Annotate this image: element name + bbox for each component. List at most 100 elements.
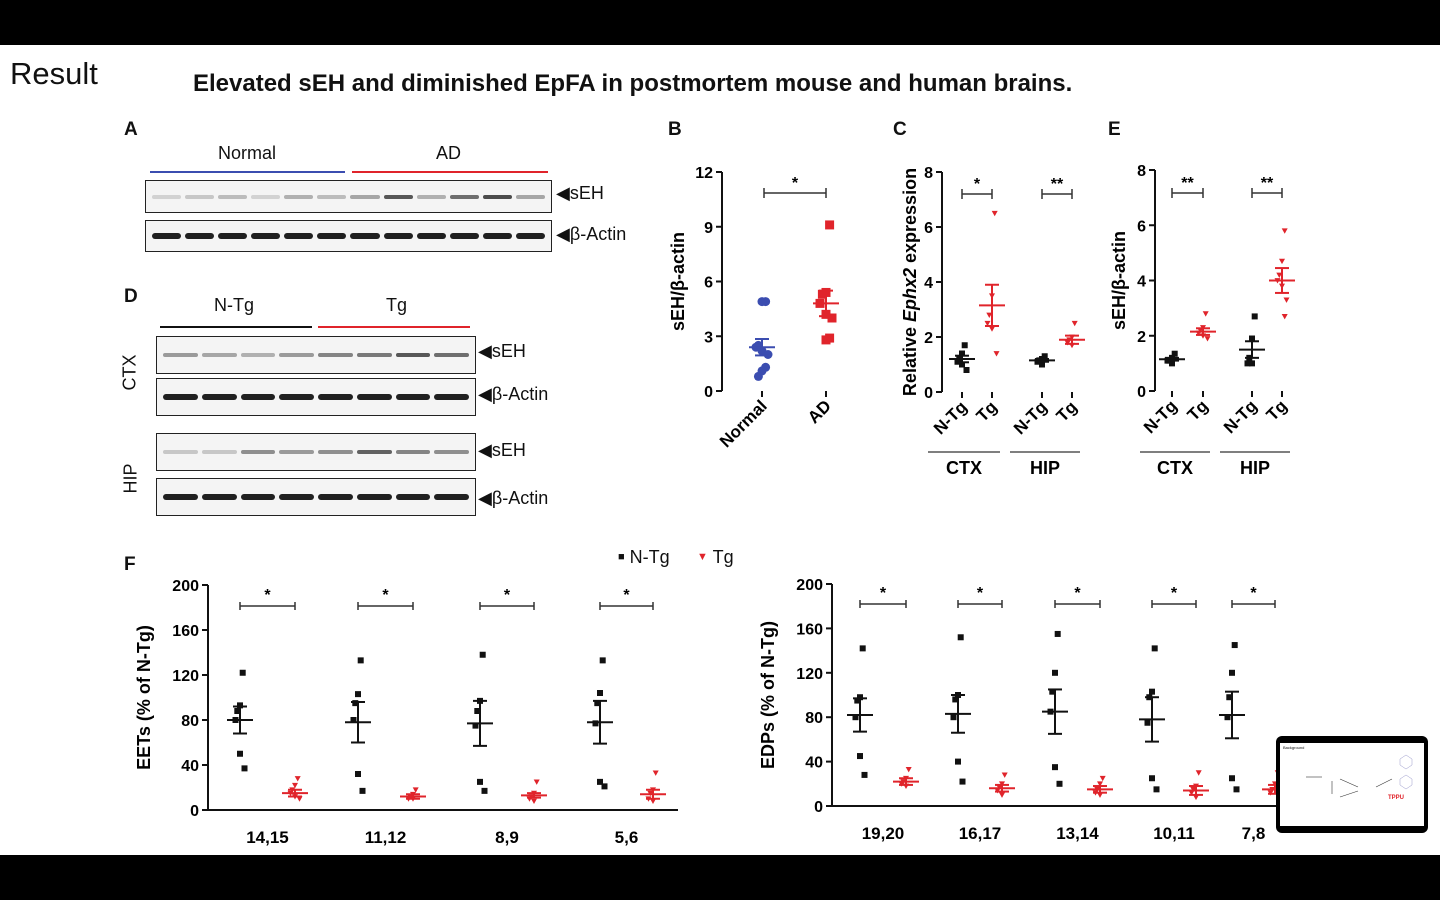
blot-band <box>416 194 446 199</box>
data-point <box>984 320 991 327</box>
significance-mark: * <box>382 587 389 604</box>
data-point <box>1171 350 1178 357</box>
data-point <box>1071 320 1078 327</box>
band-name: sEH <box>491 440 526 460</box>
y-tick-label: 4 <box>924 275 933 292</box>
data-point <box>241 765 248 772</box>
significance-bracket <box>961 189 993 199</box>
data-point <box>1056 780 1063 787</box>
data-point <box>859 645 866 652</box>
y-tick-label: 40 <box>805 755 823 772</box>
blot-band <box>434 353 469 357</box>
group-label: CTX <box>1157 458 1193 478</box>
data-point <box>1149 688 1155 695</box>
data-point <box>1151 645 1158 652</box>
blot-band <box>383 194 413 199</box>
data-point <box>959 778 966 785</box>
data-point <box>1251 313 1258 320</box>
data-point <box>753 371 763 381</box>
blot-band <box>318 494 353 500</box>
data-point <box>1281 228 1288 234</box>
data-point <box>531 798 537 804</box>
band-name: β-Actin <box>491 384 549 404</box>
y-tick-label: 120 <box>172 668 199 685</box>
y-tick-label: 80 <box>805 710 823 727</box>
data-point <box>294 776 301 782</box>
y-axis-title-part: Ephx2 <box>900 268 920 322</box>
data-point <box>1099 775 1106 782</box>
group-label-ad: AD <box>436 143 462 163</box>
blot-label-seh: ◀sEH <box>556 183 604 203</box>
significance-mark: * <box>504 587 511 604</box>
blot-band <box>152 194 182 199</box>
blot-band <box>185 233 215 239</box>
data-point <box>1097 792 1103 798</box>
blot-band <box>240 494 276 500</box>
data-point <box>1249 335 1255 342</box>
y-tick-label: 160 <box>172 623 199 640</box>
blot-band <box>163 394 198 400</box>
x-tick-label: 16,17 <box>959 824 1002 843</box>
blot-band <box>284 233 314 239</box>
data-point <box>991 210 998 217</box>
x-tick-label: Tg <box>1184 396 1212 424</box>
y-axis-title-part: Relative <box>900 322 920 396</box>
data-point <box>1204 336 1211 342</box>
data-point <box>352 700 359 707</box>
data-point <box>986 312 993 318</box>
data-point <box>1149 775 1155 782</box>
data-point <box>999 792 1005 798</box>
legend-label: Tg <box>712 547 734 567</box>
blot-band <box>279 494 314 500</box>
panel-label-b: B <box>668 119 682 140</box>
y-tick-label: 6 <box>704 275 713 292</box>
blot-band <box>163 353 198 357</box>
data-point <box>597 778 603 785</box>
y-tick-label: 12 <box>695 165 713 182</box>
y-axis-title: Relative Ephx2 expression <box>900 168 920 396</box>
data-point <box>1064 340 1071 346</box>
blot-band <box>279 353 314 357</box>
western-blot-hip-seh <box>156 433 476 471</box>
blot-band <box>515 194 545 199</box>
data-point <box>1193 794 1199 801</box>
data-point <box>1276 272 1283 278</box>
y-tick-label: 8 <box>1137 163 1146 180</box>
blot-band <box>317 233 347 239</box>
legend-tg: ▼ Tg <box>697 547 734 568</box>
blot-band <box>515 233 545 239</box>
slide-thumbnail[interactable]: Background TPPU <box>1276 736 1428 833</box>
data-point <box>479 651 486 658</box>
triangle-marker-icon: ▼ <box>697 551 708 563</box>
western-blot-hip-actin <box>156 478 476 516</box>
blot-band <box>218 194 248 199</box>
x-tick-label: Normal <box>716 396 771 451</box>
significance-mark: * <box>1250 585 1257 602</box>
significance-mark: * <box>264 587 271 604</box>
data-point <box>852 714 859 721</box>
significance-mark: * <box>880 585 887 602</box>
western-blot-actin <box>145 220 552 252</box>
data-point <box>957 634 964 641</box>
data-point <box>955 758 961 765</box>
y-axis-title-part: expression <box>900 168 920 268</box>
blot-band <box>185 194 215 199</box>
data-point <box>1169 360 1175 367</box>
x-tick-label: N-Tg <box>930 397 971 438</box>
data-point <box>1283 297 1290 303</box>
data-point <box>817 289 827 299</box>
data-point <box>355 771 361 777</box>
blot-label-seh: ◀sEH <box>478 440 526 460</box>
western-blot-seh <box>145 180 552 213</box>
data-point <box>1097 781 1103 787</box>
data-point <box>597 690 603 696</box>
blot-band <box>434 450 469 454</box>
data-point <box>1052 764 1058 771</box>
blot-band <box>383 233 413 239</box>
data-point <box>472 722 479 729</box>
blot-band <box>152 233 182 239</box>
y-tick-label: 80 <box>181 713 199 730</box>
western-blot-ctx-seh <box>156 336 476 374</box>
y-tick-label: 2 <box>1137 329 1146 346</box>
blot-band <box>163 494 198 500</box>
